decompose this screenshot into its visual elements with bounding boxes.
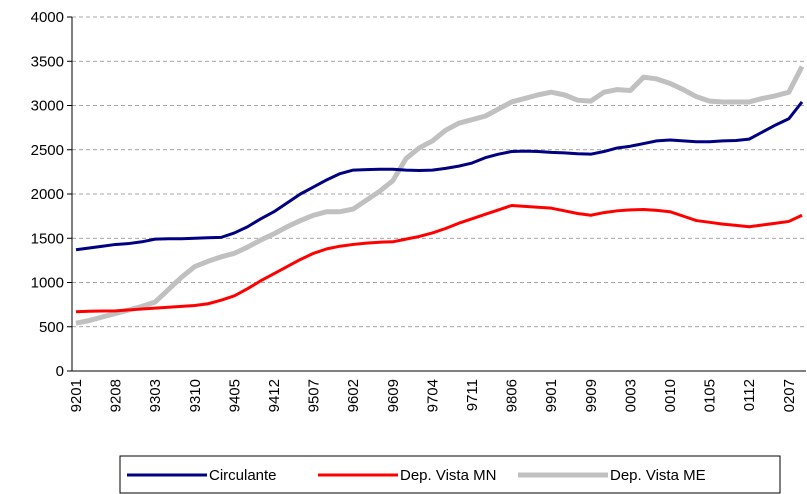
y-tick-label: 500 bbox=[39, 319, 64, 336]
series-line bbox=[75, 65, 805, 326]
y-tick-label: 1500 bbox=[31, 230, 64, 247]
x-tick-label: 9711 bbox=[464, 379, 481, 411]
x-tick-label: 9704 bbox=[424, 379, 441, 412]
y-tick-label: 1000 bbox=[31, 275, 64, 292]
legend-box bbox=[119, 455, 781, 494]
x-tick-label: 9303 bbox=[147, 379, 164, 412]
x-tick-label: 9602 bbox=[345, 379, 362, 412]
legend-label: Dep. Vista ME bbox=[610, 467, 706, 484]
x-tick-label: 0105 bbox=[702, 379, 719, 412]
y-tick-label: 0 bbox=[56, 363, 64, 380]
y-tick-label: 3500 bbox=[31, 53, 64, 70]
x-tick-label: 9310 bbox=[187, 379, 204, 412]
x-tick-label: 9201 bbox=[68, 379, 85, 412]
x-tick-label: 9405 bbox=[226, 379, 243, 412]
x-tick-label: 9901 bbox=[543, 379, 560, 412]
series-line bbox=[75, 101, 804, 252]
x-tick-label: 9609 bbox=[385, 379, 402, 412]
y-tick-label: 3000 bbox=[31, 98, 64, 115]
x-tick-label: 0003 bbox=[622, 379, 639, 412]
y-tick-label: 2000 bbox=[31, 186, 64, 203]
legend-label: Circulante bbox=[209, 467, 277, 484]
x-tick-label: 0112 bbox=[741, 379, 758, 411]
x-tick-label: 0207 bbox=[781, 379, 798, 412]
x-tick-label: 9909 bbox=[583, 379, 600, 412]
x-tick-label: 0010 bbox=[662, 379, 679, 412]
x-tick-label: 9412 bbox=[266, 379, 283, 412]
x-tick-label: 9208 bbox=[108, 379, 125, 412]
y-tick-label: 4000 bbox=[31, 9, 64, 26]
legend-label: Dep. Vista MN bbox=[400, 467, 496, 484]
x-tick-label: 9507 bbox=[306, 379, 323, 412]
series-line bbox=[75, 204, 803, 314]
y-tick-label: 2500 bbox=[31, 142, 64, 159]
x-tick-label: 9806 bbox=[504, 379, 521, 412]
